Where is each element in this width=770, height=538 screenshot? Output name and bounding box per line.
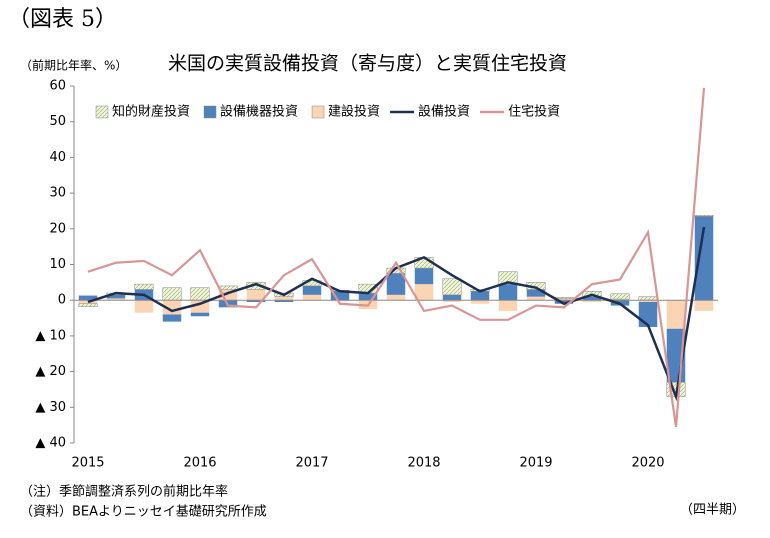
bar [638,301,658,327]
legend-swatch [311,105,325,119]
legend-label: 住宅投資 [508,104,560,120]
bar [134,300,154,313]
y-tick-label: 60 [49,79,66,94]
note: （注）季節調整済系列の前期比年率 [20,484,228,500]
bar [694,216,714,301]
bar [274,300,294,302]
bar [526,289,546,297]
bar [106,294,126,299]
bar [218,289,238,301]
legend-label: 知的財産投資 [112,104,190,120]
bar [666,300,686,329]
legend-label: 設備投資 [418,104,470,120]
bar [162,287,182,301]
y-tick-label: ▲ 20 [35,364,66,379]
bar [78,295,98,301]
bar [78,300,98,304]
legend-swatch [203,105,217,119]
y-tick-label: ▲ 30 [35,400,66,415]
bar [442,300,462,302]
bar [134,283,154,290]
bar [694,300,714,311]
bar [498,284,518,301]
bar [414,268,434,285]
bar [386,294,406,301]
y-tick-label: ▲ 40 [35,436,66,451]
x-tick-label: 2020 [631,456,664,471]
x-tick-label: 2016 [183,456,216,471]
bar [302,294,322,301]
bar [442,278,462,296]
bar [274,296,294,301]
y-tick-label: 30 [49,186,66,201]
line [87,87,706,428]
bar [554,297,574,299]
bar [470,300,490,304]
x-tick-label: 2017 [295,456,328,471]
y-tick-label: 50 [49,114,66,129]
bar [246,289,266,301]
bar [358,293,378,301]
y-tick-label: 0 [58,293,66,308]
figure-label: （図表 5） [8,7,117,32]
bar [414,284,434,301]
line [87,226,706,402]
bar [582,296,602,301]
legend-label: 建設投資 [328,104,380,120]
bar [330,300,350,302]
bar [610,293,630,300]
bar [470,291,490,301]
bar [638,300,658,302]
y-axis-label: （前期比年率、%） [20,58,127,73]
bar [554,298,574,301]
bar [162,314,182,322]
note: （資料）BEAよりニッセイ基礎研究所作成 [20,505,267,520]
bar [694,214,714,217]
bar [582,300,602,302]
bar [442,294,462,301]
bar [638,296,658,301]
bar [78,303,98,307]
y-tick-label: 20 [49,221,66,236]
x-tick-label: 2018 [407,456,440,471]
bar [218,285,238,290]
legend-swatch [95,105,109,119]
bar [302,285,322,295]
bar [554,300,574,304]
y-tick-label: 10 [49,257,66,272]
legend-label: 設備機器投資 [220,104,298,120]
bar [526,296,546,301]
y-tick-label: 40 [49,150,66,165]
y-tick-label: ▲ 10 [35,328,66,343]
chart-title: 米国の実質設備投資（寄与度）と実質住宅投資 [168,53,567,75]
x-tick-label: 2015 [71,456,104,471]
bar [498,271,518,285]
bar [330,291,350,301]
bar [106,298,126,301]
x-axis-label: （四半期） [680,503,745,518]
bar [190,287,210,301]
bar [246,300,266,302]
x-tick-label: 2019 [519,456,552,471]
bar [610,299,630,301]
bar [498,300,518,311]
bar [386,273,406,295]
bar [190,312,210,317]
